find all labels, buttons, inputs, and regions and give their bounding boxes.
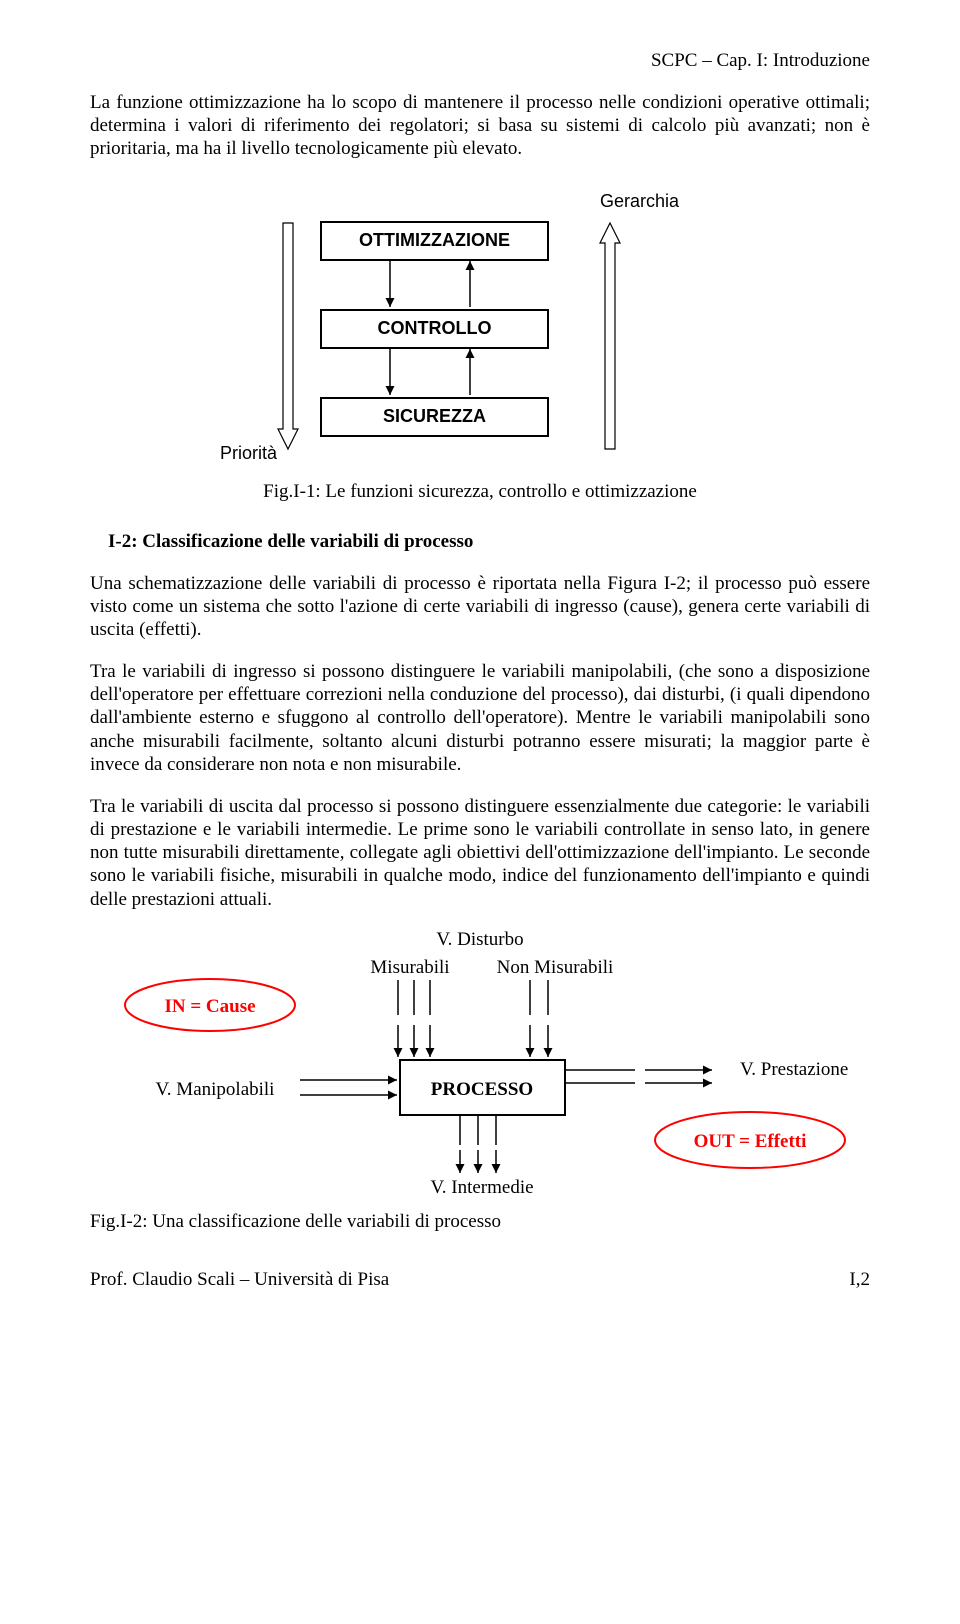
label-misurabili: Misurabili bbox=[370, 957, 449, 978]
label-processo: PROCESSO bbox=[431, 1079, 533, 1100]
section-heading: I-2: Classificazione delle variabili di … bbox=[108, 531, 870, 553]
label-non-misurabili: Non Misurabili bbox=[497, 957, 614, 978]
intro-paragraph: La funzione ottimizzazione ha lo scopo d… bbox=[90, 91, 870, 161]
label-in-cause: IN = Cause bbox=[164, 996, 255, 1017]
footer-left: Prof. Claudio Scali – Università di Pisa bbox=[90, 1269, 389, 1291]
body-p3: Tra le variabili di uscita dal processo … bbox=[90, 795, 870, 911]
label-v-intermedie: V. Intermedie bbox=[430, 1177, 533, 1198]
label-gerarchia: Gerarchia bbox=[600, 191, 679, 212]
figure-2-svg: V. Disturbo Misurabili Non Misurabili IN… bbox=[100, 925, 860, 1205]
body-p2: Tra le variabili di ingresso si possono … bbox=[90, 660, 870, 776]
figure-1-caption: Fig.I-1: Le funzioni sicurezza, controll… bbox=[90, 481, 870, 503]
label-v-disturbo: V. Disturbo bbox=[436, 929, 523, 950]
figure-2-caption: Fig.I-2: Una classificazione delle varia… bbox=[90, 1211, 870, 1233]
label-v-prestazione: V. Prestazione bbox=[740, 1059, 848, 1080]
page-header: SCPC – Cap. I: Introduzione bbox=[90, 50, 870, 72]
label-out-effetti: OUT = Effetti bbox=[694, 1131, 807, 1152]
figure-2: V. Disturbo Misurabili Non Misurabili IN… bbox=[90, 925, 870, 1205]
box-ottimizzazione: OTTIMIZZAZIONE bbox=[320, 221, 549, 261]
box-controllo: CONTROLLO bbox=[320, 309, 549, 349]
body-p1: Una schematizzazione delle variabili di … bbox=[90, 572, 870, 642]
box-sicurezza: SICUREZZA bbox=[320, 397, 549, 437]
label-v-manipolabili: V. Manipolabili bbox=[156, 1079, 275, 1100]
footer-right: I,2 bbox=[849, 1269, 870, 1291]
figure-1: Gerarchia OTTIMIZZAZIONE CONTROLLO SICUR… bbox=[90, 191, 870, 471]
label-priorita: Priorità bbox=[220, 443, 277, 464]
